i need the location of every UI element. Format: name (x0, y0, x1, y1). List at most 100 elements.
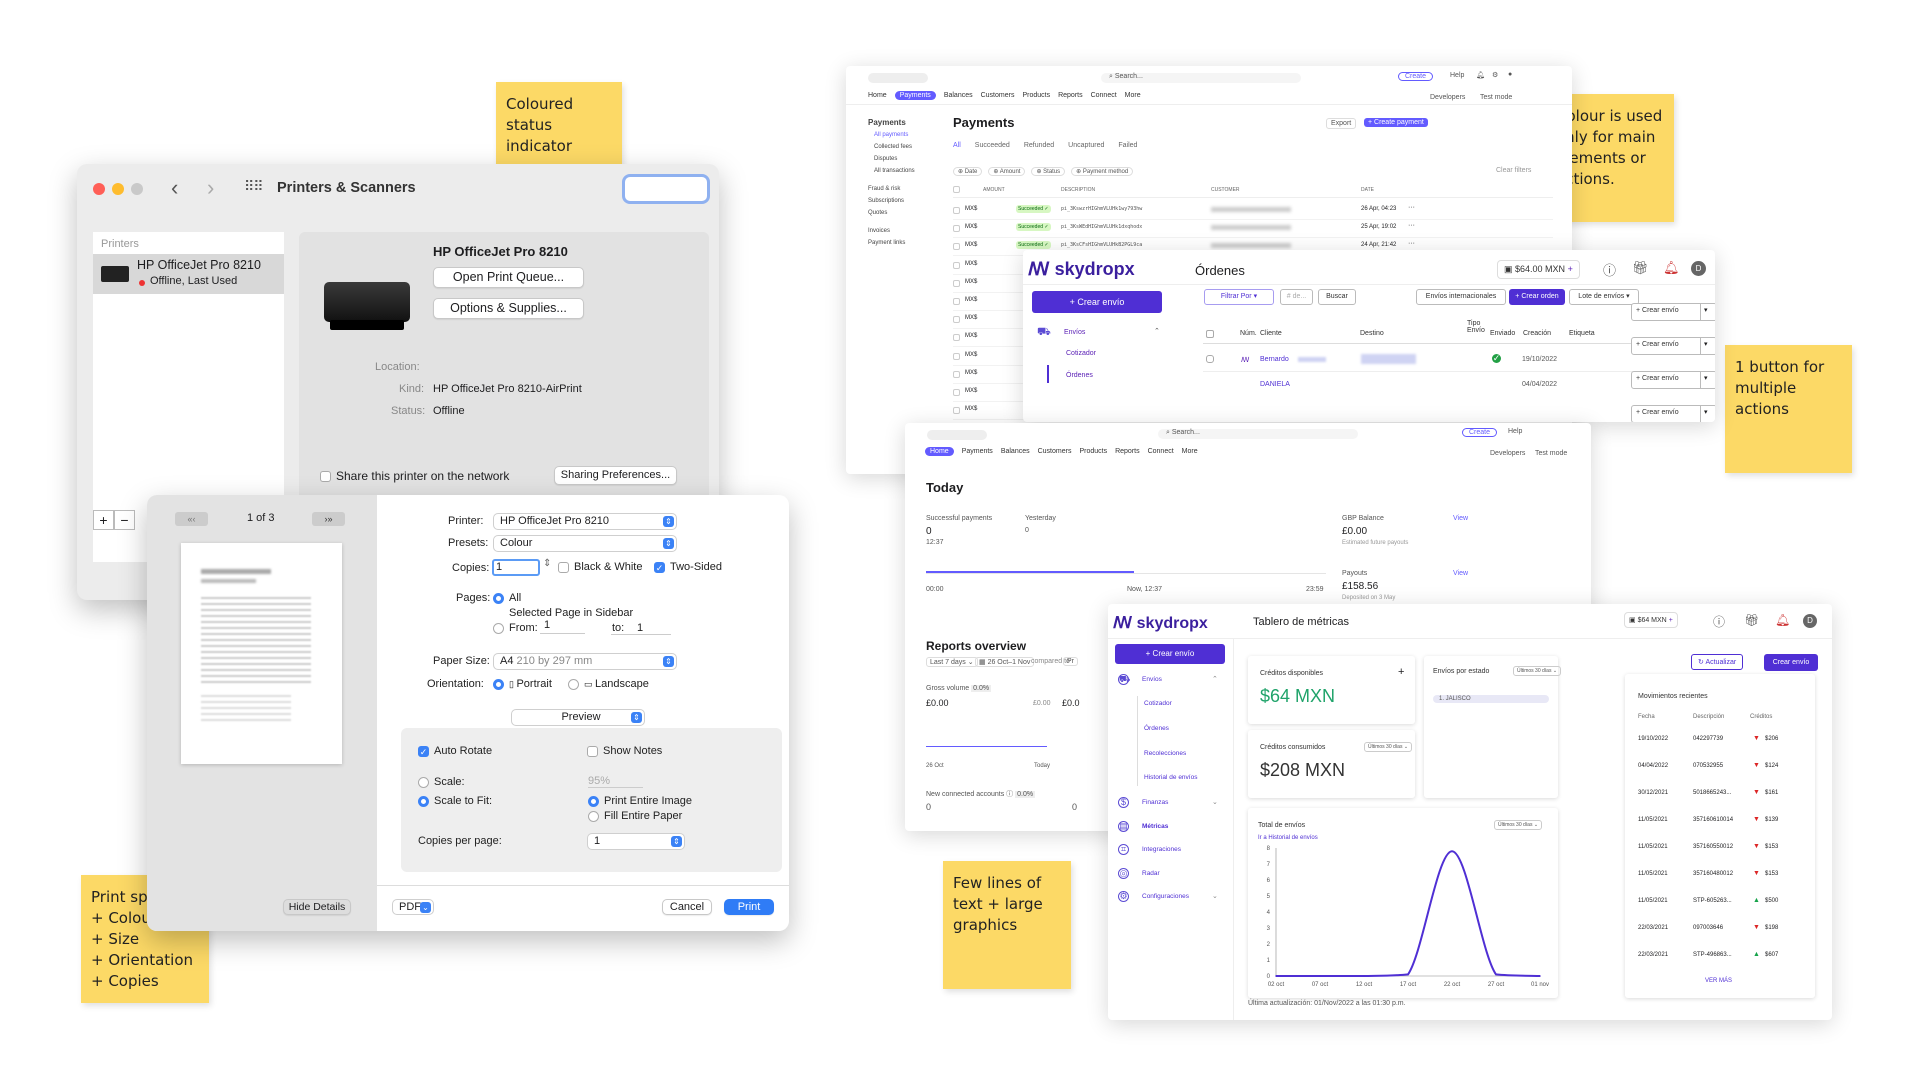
row-checkbox[interactable] (953, 334, 960, 342)
entire-image-radio[interactable] (588, 795, 599, 807)
sidebar-item-cotizador[interactable]: Cotizador (1144, 700, 1172, 707)
portrait-row[interactable]: ▯ Portrait (493, 678, 552, 690)
row-checkbox[interactable] (953, 316, 960, 324)
crear-envio-action[interactable]: + Crear envío (1636, 307, 1679, 314)
tab-failed[interactable]: Failed (1118, 142, 1138, 149)
back-icon[interactable]: ‹ (171, 175, 179, 200)
nav-item-connect[interactable]: Connect (1090, 92, 1117, 99)
more-icon[interactable]: ··· (1408, 222, 1415, 230)
row-checkbox[interactable] (1206, 355, 1214, 363)
sharing-preferences-button[interactable]: Sharing Preferences... (554, 466, 677, 485)
header-checkbox[interactable] (953, 186, 960, 193)
order-row[interactable]: ꟿ Bernardo ✓ 19/10/2022 (1203, 350, 1713, 372)
bw-row[interactable]: Black & White (558, 561, 642, 573)
row-checkbox[interactable] (953, 279, 960, 287)
user-icon[interactable]: ● (1508, 71, 1513, 78)
sidebar-item-recolecciones[interactable]: Recolecciones (1144, 750, 1187, 757)
account-switcher[interactable] (868, 73, 928, 83)
bw-checkbox[interactable] (558, 561, 569, 573)
tab-all[interactable]: All (953, 142, 961, 149)
yesterday-label[interactable]: Yesterday (1025, 515, 1056, 522)
nav-item-products[interactable]: Products (1022, 92, 1051, 99)
table-row[interactable]: MX$ Succeeded ✓ pi_3KsWEdHIGhmVLUHk1dxqhod… (953, 220, 1553, 239)
lote-envios-button[interactable]: Lote de envíos ▾ (1569, 289, 1639, 305)
crear-envio-split-button[interactable]: + Crear envío ▾ (1631, 405, 1715, 422)
to-label[interactable]: 1 (611, 622, 671, 635)
pages-selected-row[interactable]: Selected Page in Sidebar (493, 607, 633, 619)
buscar-button[interactable]: Buscar (1318, 289, 1356, 305)
filter-chip[interactable]: ⊕ Payment method (1071, 167, 1134, 176)
help-link[interactable]: Help (1450, 72, 1465, 79)
balance-chip[interactable]: ▣ $64.00 MXN + (1497, 260, 1580, 279)
nav-item-home[interactable]: Home (868, 92, 887, 99)
pdf-button[interactable]: PDF ⌄ (392, 899, 434, 915)
ult30-select[interactable]: Últimos 30 días ⌄ (1513, 666, 1562, 676)
search-field[interactable] (622, 174, 710, 204)
printer-select[interactable]: HP OfficeJet Pro 8210 ⇕ (493, 513, 677, 530)
balance-chip[interactable]: ▣ $64 MXN + (1624, 612, 1678, 628)
sidebar-item-finanzas[interactable]: Finanzas (1142, 799, 1169, 806)
print-button[interactable]: Print (724, 899, 774, 915)
sidebar-item-me-tricas[interactable]: Métricas (1142, 823, 1169, 830)
nav-item-reports[interactable]: Reports (1115, 448, 1140, 455)
chevron-down-icon[interactable]: ▾ (1704, 375, 1708, 382)
copies-input[interactable]: 1 (492, 559, 540, 576)
help-icon[interactable]: ⓘ (1603, 263, 1617, 278)
successful-payments-label[interactable]: Successful payments (926, 515, 993, 522)
entire-paper-radio[interactable] (588, 810, 599, 822)
sidebar-item-quotes[interactable]: Quotes (868, 210, 888, 216)
order-search-input[interactable]: # de... (1280, 289, 1313, 305)
last-7-days-select[interactable]: Last 7 days ⌄ (926, 657, 978, 667)
crear-envio-split-button[interactable]: + Crear envío ▾ (1631, 303, 1715, 321)
create-payment-button[interactable]: + Create payment (1364, 118, 1428, 127)
developers-link[interactable]: Developers (1490, 450, 1526, 457)
preview-select[interactable]: Preview ⇕ (511, 709, 645, 726)
crear-envio-action[interactable]: + Crear envío (1636, 341, 1679, 348)
pages-all-radio[interactable] (493, 592, 504, 604)
account-switcher[interactable] (927, 430, 987, 440)
create-button[interactable]: Create (1462, 428, 1498, 437)
sidebar-item-historial-de-envi-os[interactable]: Historial de envíos (1144, 774, 1198, 781)
sidebar-item-envi-os[interactable]: Envíos (1142, 676, 1162, 683)
sidebar-item-integraciones[interactable]: Integraciones (1142, 846, 1182, 853)
landscape-radio[interactable] (568, 678, 579, 690)
gear-icon[interactable]: ⚙ (1492, 72, 1499, 79)
crear-envio-split-button[interactable]: + Crear envío ▾ (1631, 337, 1715, 355)
nav-item-connect[interactable]: Connect (1147, 448, 1174, 455)
show-notes-checkbox[interactable] (587, 745, 598, 757)
nav-item-payments[interactable]: Payments (894, 91, 936, 100)
sidebar-item-disputes[interactable]: Disputes (874, 156, 898, 162)
portrait-radio[interactable] (493, 678, 504, 690)
tab-succeeded[interactable]: Succeeded (974, 142, 1010, 149)
auto-rotate-row[interactable]: ✓ Auto Rotate (418, 745, 492, 757)
plus-icon[interactable]: + (1398, 666, 1405, 678)
more-icon[interactable]: ··· (1408, 204, 1415, 211)
presets-select[interactable]: Colour ⇕ (493, 535, 677, 552)
printer-list-item[interactable]: HP OfficeJet Pro 8210 Offline, Last Used (93, 254, 284, 294)
nav-item-customers[interactable]: Customers (980, 92, 1015, 99)
entire-image-row[interactable]: Print Entire Image (588, 795, 692, 807)
remove-printer-button[interactable]: − (114, 510, 135, 530)
two-sided-checkbox[interactable]: ✓ (654, 561, 665, 573)
pages-range-radio[interactable] (493, 622, 504, 634)
forward-icon[interactable]: › (207, 175, 215, 200)
order-row[interactable]: DANIELA 04/04/2022 (1203, 375, 1713, 397)
filter-chip[interactable]: ⊕ Date (953, 167, 983, 176)
show-notes-row[interactable]: Show Notes (587, 745, 662, 757)
avatar[interactable]: D (1691, 261, 1706, 276)
chevron-down-icon[interactable]: ▾ (1704, 341, 1708, 348)
copies-stepper[interactable]: ⇕ (543, 558, 552, 569)
sidebar-item-o-rdenes[interactable]: Órdenes (1144, 725, 1169, 732)
filter-chip[interactable]: ⊕ Status (1031, 167, 1066, 176)
test-mode-toggle[interactable]: Test mode (1535, 450, 1568, 457)
row-checkbox[interactable] (953, 225, 960, 233)
scale-fit-radio[interactable] (418, 795, 429, 807)
sidebar-item-all-payments[interactable]: All payments (874, 132, 909, 138)
pages-all-row[interactable]: All (493, 592, 521, 604)
scale-radio[interactable] (418, 776, 429, 788)
create-envio-button[interactable]: + Crear envío (1115, 644, 1225, 664)
row-checkbox[interactable] (953, 407, 960, 415)
cpp-select[interactable]: 1 ⇕ (587, 833, 685, 850)
sidebar-item-collected-fees[interactable]: Collected fees (874, 144, 913, 150)
paper-select[interactable]: A4 210 by 297 mm ⇕ (493, 653, 677, 670)
